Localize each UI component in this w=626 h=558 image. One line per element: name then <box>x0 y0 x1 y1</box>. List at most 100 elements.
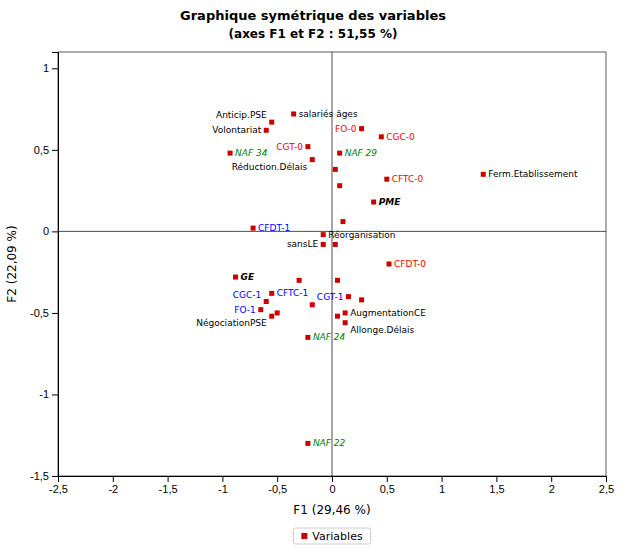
point-label: CFDT-0 <box>394 259 426 269</box>
legend-label: Variables <box>312 530 363 543</box>
tick-mark <box>52 394 58 395</box>
data-point <box>258 307 263 312</box>
data-point <box>251 226 256 231</box>
point-label: NégociationPSE <box>196 318 267 328</box>
plot-area <box>58 52 606 476</box>
data-point <box>291 111 296 116</box>
data-point <box>305 144 310 149</box>
tick: 0 <box>43 225 58 237</box>
point-label: FO-1 <box>234 305 256 315</box>
data-point <box>305 335 310 340</box>
data-point <box>343 310 348 315</box>
point-label: salariés âges <box>299 109 358 119</box>
data-point <box>337 151 342 156</box>
title: Graphique symétrique des variables <box>180 8 446 23</box>
tick-label: 1 <box>439 483 445 495</box>
y-axis: -1,5-1-0,500,51 <box>30 53 58 483</box>
legend: Variables <box>293 528 370 544</box>
tick-label: 0 <box>329 483 335 495</box>
data-point <box>335 278 340 283</box>
point-label: CGT-0 <box>276 142 303 152</box>
data-point <box>269 120 274 125</box>
tick: -2 <box>108 476 118 495</box>
tick: -0,5 <box>30 307 58 319</box>
point-label: FO-0 <box>335 124 357 134</box>
tick-label: -1,5 <box>30 470 49 482</box>
tick: 1 <box>439 476 445 495</box>
point-label: PME <box>379 197 402 207</box>
data-point <box>333 242 338 247</box>
tick-label: 0,5 <box>34 144 49 156</box>
data-point <box>275 310 280 315</box>
point-label: CFDT-1 <box>258 223 290 233</box>
tick-mark <box>387 476 388 482</box>
tick-label: 2 <box>549 483 555 495</box>
point-label: Allonge.Délais <box>350 325 414 335</box>
tick-mark <box>52 313 58 314</box>
data-point <box>297 278 302 283</box>
tick-mark <box>113 476 114 482</box>
data-point <box>343 320 348 325</box>
point-label: CFTC-0 <box>392 174 424 184</box>
tick-label: -2,5 <box>49 483 68 495</box>
tick: 1,5 <box>489 476 504 495</box>
tick: 2,5 <box>599 476 614 495</box>
tick-mark <box>277 476 278 482</box>
axis-domain <box>59 477 607 483</box>
tick-mark <box>551 476 552 482</box>
data-point <box>379 134 384 139</box>
point-label: Volontariat <box>212 125 261 135</box>
data-point <box>371 200 376 205</box>
tick: -2,5 <box>49 476 68 495</box>
point-labels: salariés âgesAnticip.PSEVolontariatRéduc… <box>196 109 578 448</box>
data-point <box>321 242 326 247</box>
tick: -1,5 <box>159 476 178 495</box>
data-point <box>384 177 389 182</box>
legend-marker <box>301 533 307 539</box>
point-label: CFTC-1 <box>277 288 309 298</box>
x-axis-title: F1 (29,46 %) <box>293 503 370 517</box>
point-label: CGT-1 <box>317 292 344 302</box>
point-label: Anticip.PSE <box>216 110 267 120</box>
tick-mark <box>52 476 58 477</box>
tick: -1,5 <box>30 470 58 482</box>
data-point <box>321 232 326 237</box>
data-point <box>233 275 238 280</box>
tick-mark <box>168 476 169 482</box>
data-point <box>337 183 342 188</box>
tick-mark <box>222 476 223 482</box>
data-point <box>386 262 391 267</box>
point-label: GE <box>241 272 255 282</box>
tick-label: -1 <box>218 483 228 495</box>
data-point <box>269 291 274 296</box>
tick: 0,5 <box>34 144 58 156</box>
tick: 2 <box>549 476 555 495</box>
plot-frame <box>58 52 606 476</box>
tick-label: 0,5 <box>380 483 395 495</box>
data-point <box>335 314 340 319</box>
y-axis-title: F2 (22,09 %) <box>5 225 19 302</box>
tick-mark <box>52 68 58 69</box>
tick-label: -0,5 <box>30 307 49 319</box>
data-point <box>264 299 269 304</box>
point-label: NAF 24 <box>313 332 346 342</box>
tick-mark <box>332 476 333 482</box>
tick-mark <box>52 231 58 232</box>
data-point <box>359 297 364 302</box>
data-point <box>310 302 315 307</box>
tick-label: -2 <box>108 483 118 495</box>
data-point <box>333 167 338 172</box>
tick-label: 1,5 <box>489 483 504 495</box>
tick-label: 1 <box>43 62 49 74</box>
data-point <box>228 151 233 156</box>
point-label: NAF 22 <box>313 438 346 448</box>
point-label: AugmentationCE <box>350 308 426 318</box>
tick-label: 0 <box>43 225 49 237</box>
tick-label: 2,5 <box>599 483 614 495</box>
point-label: CGC-0 <box>386 132 415 142</box>
point-label: Ferm.Etablissement <box>488 169 578 179</box>
data-point <box>340 219 345 224</box>
data-point <box>346 294 351 299</box>
tick-mark <box>606 476 607 482</box>
tick-mark <box>52 150 58 151</box>
